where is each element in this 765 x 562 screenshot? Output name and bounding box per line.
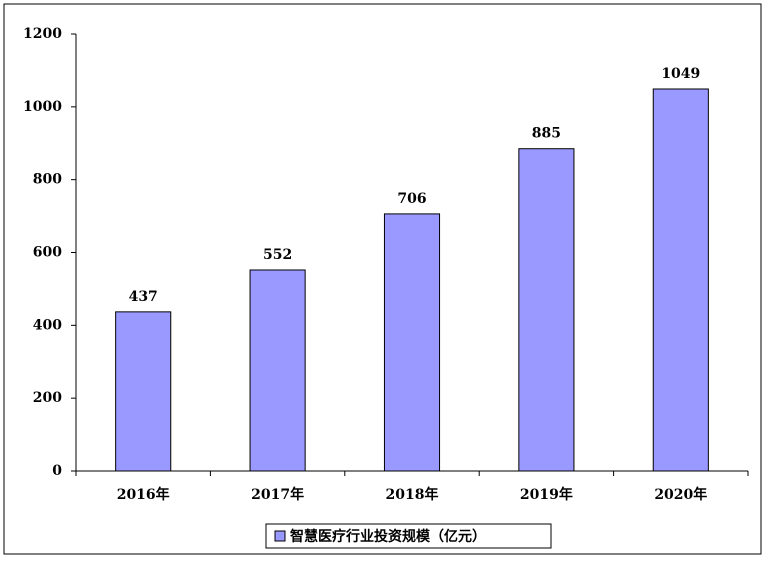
legend-swatch — [274, 530, 286, 542]
x-tick-label: 2019年 — [520, 486, 573, 503]
bar — [249, 269, 306, 472]
bar — [518, 148, 575, 472]
data-label: 706 — [397, 191, 426, 207]
y-tick-label: 800 — [33, 172, 62, 188]
y-tick-label: 1200 — [23, 26, 62, 42]
x-tick-label: 2017年 — [251, 486, 304, 503]
legend-box — [265, 523, 552, 549]
bar — [383, 213, 441, 472]
data-label: 437 — [129, 289, 158, 305]
y-tick-label: 600 — [33, 245, 62, 261]
legend-label: 智慧医疗行业投资规模（亿元） — [289, 528, 486, 545]
y-tick-label: 200 — [33, 390, 62, 406]
bar — [652, 88, 709, 472]
x-tick-label: 2016年 — [117, 486, 170, 503]
data-label: 1049 — [661, 66, 700, 82]
y-tick-label: 400 — [33, 317, 62, 333]
x-tick-label: 2018年 — [386, 486, 439, 503]
bar — [115, 311, 172, 472]
data-label: 885 — [532, 126, 561, 142]
x-tick-label: 2020年 — [654, 486, 707, 503]
y-tick-label: 0 — [52, 463, 62, 479]
y-tick-label: 1000 — [23, 99, 62, 115]
data-label: 552 — [263, 247, 292, 263]
